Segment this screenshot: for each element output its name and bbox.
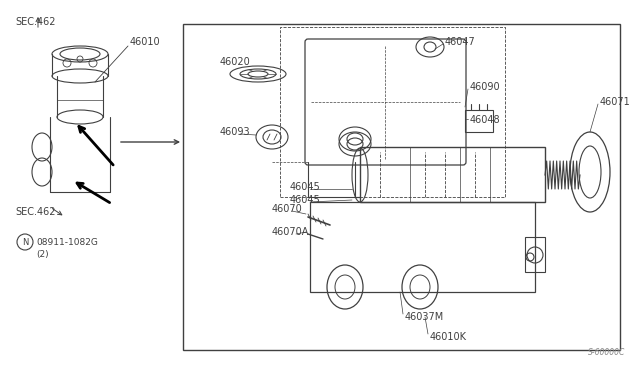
Text: 46047: 46047 [445,37,476,47]
Text: 46048: 46048 [470,115,500,125]
Text: 46045: 46045 [290,182,321,192]
Text: (2): (2) [36,250,49,259]
Text: N: N [22,237,28,247]
Text: 46037M: 46037M [405,312,444,322]
Text: 46071: 46071 [600,97,631,107]
Text: SEC.462: SEC.462 [15,207,56,217]
Text: 46010K: 46010K [430,332,467,342]
Text: 46070: 46070 [272,204,303,214]
Bar [183,24,620,350]
Text: 08911-1082G: 08911-1082G [36,237,98,247]
Bar [525,237,545,272]
Bar [360,147,545,202]
Text: 46010: 46010 [130,37,161,47]
Text: S-60000C: S-60000C [588,348,625,357]
Bar [465,110,493,132]
Text: 46020: 46020 [220,57,251,67]
Bar [310,202,535,292]
Text: 46045: 46045 [290,195,321,205]
Text: 46090: 46090 [470,82,500,92]
Text: 46070A: 46070A [272,227,309,237]
Text: 46093: 46093 [220,127,251,137]
Text: SEC.462: SEC.462 [15,17,56,27]
